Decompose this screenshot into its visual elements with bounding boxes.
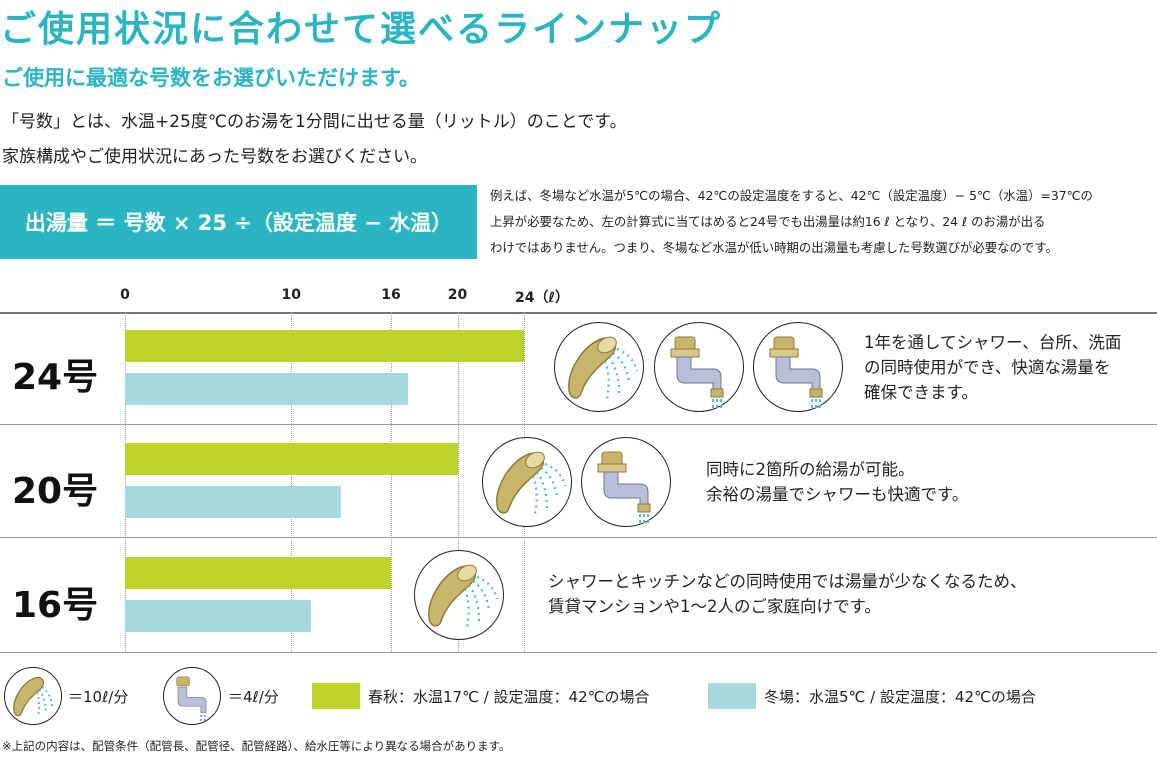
bar-winter [125,373,408,405]
row-desc-20: 同時に2箇所の給湯が可能。 余裕の湯量でシャワーも快適です。 [706,457,968,507]
row-label-24: 24号 [12,357,99,398]
row-divider [0,652,1157,653]
x-gridline [391,312,392,652]
x-tick-label: 0 [120,287,130,303]
desc-line: の同時使用ができ、快適な湯量を [864,358,1111,377]
legend-faucet-label: ＝4ℓ/分 [228,688,279,706]
row-label-20: 20号 [12,471,99,512]
x-tick-label: 16 [381,287,401,303]
intro-line-2: 家族構成やご使用状況にあった号数をお選びください。 [2,147,427,167]
shower-icon [554,322,644,412]
desc-line: 賃貸マンションや1〜2人のご家庭向けです。 [548,597,881,616]
shower-icon [414,550,504,640]
row-label-16: 16号 [12,585,99,626]
desc-line: 同時に2箇所の給湯が可能。 [706,460,915,479]
formula-text: 出湯量 ＝ 号数 × 25 ÷（設定温度 − 水温） [24,211,453,235]
legend-swatch-winter [708,683,756,709]
legend-shower-label: ＝10ℓ/分 [68,688,129,706]
footnote: ※上記の内容は、配管条件（配管長、配管径、配管経路）、給水圧等により異なる場合が… [2,739,511,753]
note-line-1: 例えば、冬場など水温が5℃の場合、42℃の設定温度をすると、42℃（設定温度）−… [490,188,1093,203]
page-subtitle: ご使用に最適な号数をお選びいただけます。 [2,66,420,90]
shower-icon [482,437,572,527]
legend-shower-icon [4,667,62,725]
legend-faucet-icon [163,667,221,725]
desc-line: 確保できます。 [864,383,978,402]
legend-spring-autumn-label: 春秋：水温17℃ / 設定温度：42℃の場合 [368,688,650,706]
bar-spring-autumn [125,443,458,475]
desc-line: 余裕の湯量でシャワーも快適です。 [706,485,969,504]
x-gridline [457,312,459,652]
desc-line: シャワーとキッチンなどの同時使用では湯量が少なくなるため、 [548,572,1027,591]
faucet-icon [581,437,671,527]
desc-line: 1年を通してシャワー、台所、洗面 [864,333,1122,352]
formula-box: 出湯量 ＝ 号数 × 25 ÷（設定温度 − 水温） [0,185,477,259]
bar-spring-autumn [125,557,391,589]
intro-line-1: 「号数」とは、水温+25度℃のお湯を1分間に出せる量（リットル）のことです。 [2,112,627,132]
x-tick-label: 24（ℓ） [514,290,570,306]
faucet-icon [654,322,744,412]
note-line-3: わけではありません。つまり、冬場など水温が低い時期の出湯量も考慮した号数選びが必… [490,240,1058,255]
chart-top-rule [0,312,1157,314]
x-gridline [125,312,126,652]
x-tick-label: 20 [447,287,468,303]
row-divider [0,537,1157,538]
bar-spring-autumn [125,330,524,362]
row-desc-16: シャワーとキッチンなどの同時使用では湯量が少なくなるため、 賃貸マンションや1〜… [548,569,1027,619]
note-line-2: 上昇が必要なため、左の計算式に当てはめると24号でも出湯量は約16 ℓ となり、… [490,214,1046,229]
bar-winter [125,600,312,632]
x-tick-label: 10 [281,287,301,303]
legend-winter-label: 冬場：水温5℃ / 設定温度：42℃の場合 [764,688,1036,706]
x-gridline [291,312,293,652]
legend-swatch-spring-autumn [312,683,360,709]
row-desc-24: 1年を通してシャワー、台所、洗面 の同時使用ができ、快適な湯量を 確保できます。 [864,330,1121,405]
row-divider [0,424,1157,425]
page-title: ご使用状況に合わせて選べるラインナップ [0,9,723,50]
faucet-icon [753,322,843,412]
bar-winter [125,486,342,518]
